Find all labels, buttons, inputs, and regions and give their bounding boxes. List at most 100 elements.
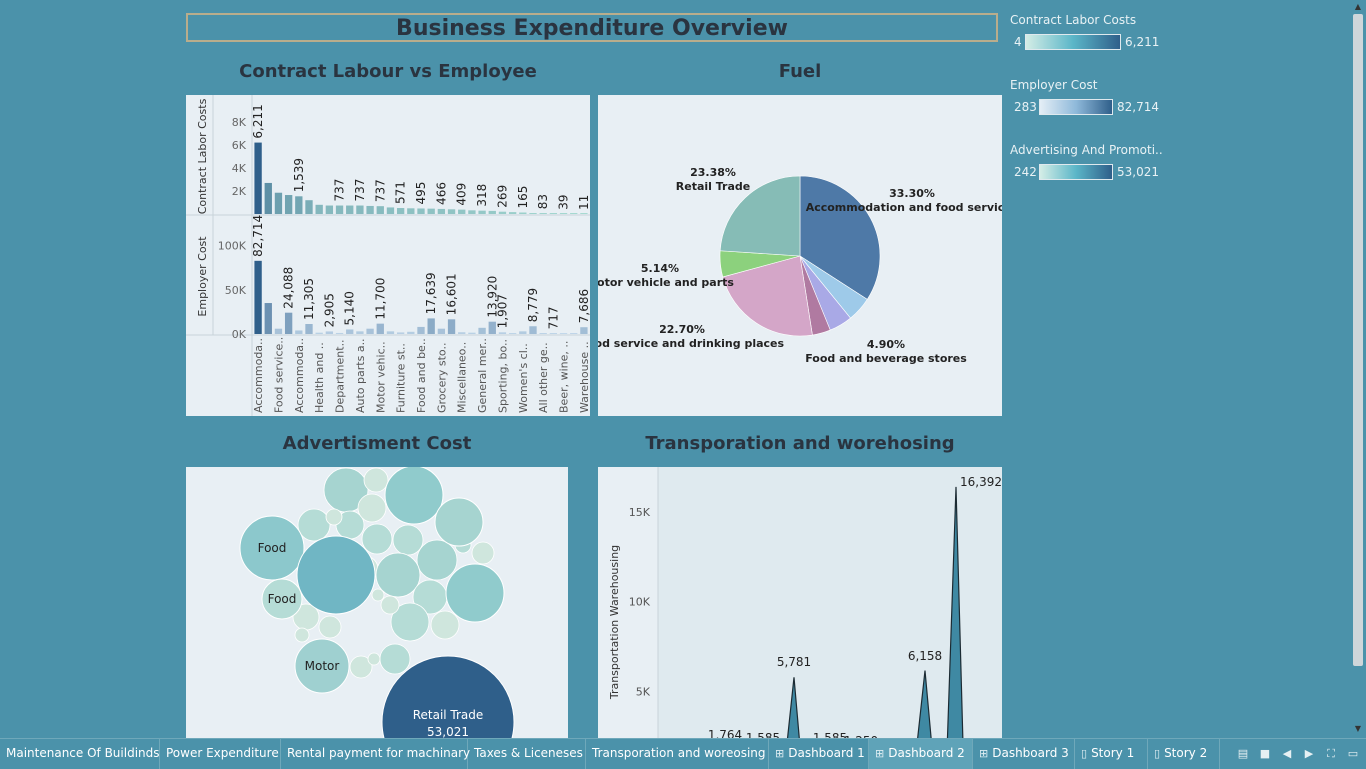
advertisment-bubble-svg: Retail Trade 53,021 Food Food Motor [239, 467, 515, 738]
data-label: 16,601 [445, 273, 459, 315]
transport-area-chart[interactable]: Transportation Warehousing 5K 10K 15K 1,764 1… [598, 467, 1002, 738]
grid-icon: ⊞ [979, 747, 989, 760]
bar [498, 332, 507, 334]
bar [356, 331, 364, 334]
data-label: 1,907 [495, 294, 509, 328]
bar [478, 327, 486, 334]
tab-label: Transporation and woreosing [592, 746, 766, 760]
slice-percent: 33.30% [889, 187, 935, 200]
bar [407, 208, 415, 214]
tab-label: Dashboard 1 [788, 746, 865, 760]
tab-transporation-woreosing[interactable]: Transporation and woreosing [586, 739, 769, 769]
tab-dashboard-2[interactable]: ⊞ Dashboard 2 [869, 739, 973, 769]
pie-slice [799, 175, 881, 300]
bar [539, 333, 547, 334]
next-icon[interactable]: ▶ [1304, 747, 1314, 760]
bar [366, 205, 374, 214]
data-label: 737 [373, 179, 387, 202]
scroll-down-icon[interactable]: ▼ [1354, 724, 1362, 733]
data-label: 24,088 [282, 267, 296, 309]
slice-label: Food service and drinking places [598, 337, 785, 350]
bar [386, 331, 395, 334]
tick-label: 8K [232, 116, 247, 129]
tab-dashboard-1[interactable]: ⊞ Dashboard 1 [769, 739, 869, 769]
bubble [390, 602, 430, 642]
category-label: Furniture st.. [395, 343, 408, 413]
data-label: 82,714 [251, 215, 265, 257]
bar [458, 332, 466, 334]
area-series [786, 486, 964, 738]
presentation-icon[interactable]: ▭ [1347, 747, 1359, 760]
advertisment-bubble-chart[interactable]: Retail Trade 53,021 Food Food Motor [186, 467, 568, 738]
sheet-sorter-icon[interactable]: ▤ [1237, 747, 1249, 760]
bar [570, 333, 578, 334]
bar [529, 326, 537, 334]
scrollbar-thumb[interactable] [1353, 14, 1363, 666]
plot-area [658, 467, 1002, 738]
category-label: Auto parts a.. [354, 338, 367, 413]
bar [529, 213, 537, 214]
category-label: Accommoda.. [252, 338, 265, 413]
bubble [371, 588, 385, 602]
bar [396, 332, 405, 334]
bar [498, 211, 507, 214]
fuel-pie-chart[interactable]: 33.30% Accommodation and food services 4.9… [598, 95, 1002, 416]
legend-contract-title: Contract Labor Costs [1010, 13, 1137, 27]
bubble [380, 595, 400, 615]
tick-label: 10K [629, 596, 651, 609]
slice-label: Accommodation and food services [806, 201, 1002, 214]
bar [325, 331, 334, 334]
bar [488, 210, 496, 214]
pie-slice [719, 175, 801, 257]
bar [274, 328, 283, 334]
tab-story-1[interactable]: ▯ Story 1 [1075, 739, 1148, 769]
data-label: 495 [414, 182, 428, 205]
bar [325, 205, 334, 214]
data-label: 8,779 [526, 288, 540, 322]
point-label: 1,764 [708, 728, 742, 738]
bar [539, 213, 547, 214]
bubble [367, 652, 381, 666]
bar [519, 212, 527, 214]
point-label: 1,585 [746, 731, 780, 738]
point-label: 1,585 [813, 731, 847, 738]
fuel-title: Fuel [778, 61, 822, 82]
data-label: 165 [516, 186, 530, 209]
tab-story-2[interactable]: ▯ Story 2 [1148, 739, 1220, 769]
tab-taxes-liceneses[interactable]: Taxes & Liceneses [468, 739, 586, 769]
legend-advertising-max: 53,021 [1117, 165, 1159, 179]
bar [508, 212, 517, 214]
bar [305, 200, 313, 214]
tab-dashboard-3[interactable]: ⊞ Dashboard 3 [973, 739, 1075, 769]
filmstrip-icon[interactable]: ■ [1259, 747, 1271, 760]
bar [335, 205, 344, 214]
bubble [381, 655, 515, 738]
tab-label: Maintenance Of Buildinds [6, 746, 160, 760]
contract-labour-chart[interactable]: Contract Labor Costs 2K 4K 6K 8K Employer Cos… [186, 95, 590, 416]
bar [305, 323, 313, 334]
bubble [357, 493, 387, 523]
bar [549, 213, 558, 214]
bar [468, 210, 476, 214]
data-label: 737 [333, 179, 347, 202]
tab-maintenance-of-buildinds[interactable]: Maintenance Of Buildinds [0, 739, 160, 769]
fullscreen-icon[interactable]: ⛶ [1327, 747, 1335, 760]
bar [284, 195, 293, 214]
scroll-up-icon[interactable]: ▲ [1354, 2, 1362, 11]
transport-area-svg: Transportation Warehousing 5K 10K 15K 1,764 1… [608, 467, 1002, 738]
category-label: Motor vehic.. [374, 341, 387, 413]
point-label: 6,158 [908, 649, 942, 663]
category-label: Sporting, bo.. [496, 339, 509, 413]
legend-contract-gradient [1025, 34, 1121, 50]
bar [264, 182, 272, 214]
tab-label: Story 2 [1164, 746, 1208, 760]
category-label: Warehouse .. [578, 341, 590, 413]
category-label: Beer, wine, .. [558, 341, 571, 413]
bubble [296, 535, 376, 615]
bubble [375, 552, 421, 598]
prev-icon[interactable]: ◀ [1282, 747, 1292, 760]
vertical-scrollbar[interactable]: ▲ ▼ [1350, 0, 1366, 738]
tab-rental-payment[interactable]: Rental payment for machinary [281, 739, 470, 769]
bar [549, 333, 558, 334]
tab-power-expenditure[interactable]: Power Expenditure [160, 739, 281, 769]
